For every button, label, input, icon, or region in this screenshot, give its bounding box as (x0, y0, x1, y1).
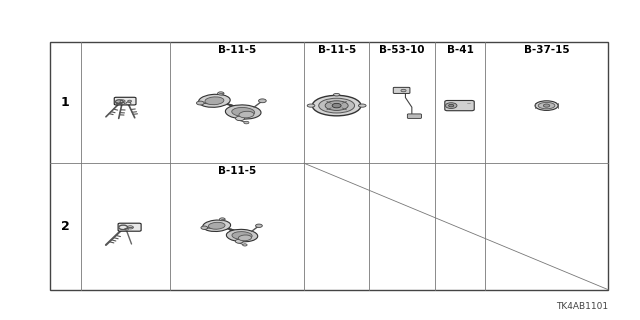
Circle shape (243, 244, 247, 246)
Text: TK4AB1101: TK4AB1101 (556, 302, 608, 311)
Circle shape (128, 100, 132, 102)
Circle shape (259, 99, 266, 103)
FancyBboxPatch shape (408, 114, 422, 118)
Circle shape (401, 89, 406, 92)
FancyBboxPatch shape (118, 223, 141, 231)
Text: B-11-5: B-11-5 (317, 45, 356, 55)
Bar (50, 42, 608, 290)
Ellipse shape (325, 101, 348, 110)
Circle shape (236, 239, 243, 243)
Ellipse shape (312, 95, 361, 116)
Ellipse shape (239, 111, 254, 118)
Circle shape (196, 101, 204, 105)
Circle shape (449, 104, 454, 107)
Circle shape (236, 116, 244, 121)
Ellipse shape (319, 98, 355, 113)
Ellipse shape (307, 104, 315, 107)
FancyBboxPatch shape (393, 87, 410, 93)
Circle shape (332, 103, 341, 108)
Ellipse shape (203, 220, 230, 231)
FancyBboxPatch shape (445, 100, 474, 111)
Ellipse shape (232, 108, 255, 116)
Circle shape (543, 104, 550, 107)
Ellipse shape (227, 229, 258, 242)
Text: B-11-5: B-11-5 (218, 166, 256, 176)
Circle shape (127, 226, 134, 229)
Ellipse shape (225, 105, 261, 119)
Ellipse shape (198, 94, 230, 107)
Ellipse shape (333, 93, 340, 96)
Text: B-41: B-41 (447, 45, 474, 55)
Ellipse shape (535, 101, 558, 110)
Text: B-11-5: B-11-5 (218, 45, 256, 55)
FancyBboxPatch shape (114, 97, 136, 105)
Ellipse shape (205, 97, 224, 105)
Circle shape (220, 218, 225, 221)
Ellipse shape (238, 235, 252, 241)
Circle shape (244, 121, 249, 124)
Ellipse shape (538, 102, 555, 109)
Circle shape (255, 224, 262, 228)
Text: 2: 2 (61, 220, 70, 233)
Ellipse shape (358, 104, 366, 107)
Text: B-37-15: B-37-15 (524, 45, 570, 55)
Ellipse shape (445, 103, 457, 108)
Text: 1: 1 (61, 96, 70, 109)
Circle shape (201, 226, 208, 229)
Text: B-53-10: B-53-10 (380, 45, 425, 55)
Circle shape (120, 100, 125, 102)
Circle shape (218, 92, 224, 95)
Ellipse shape (209, 222, 225, 229)
Ellipse shape (232, 232, 252, 240)
